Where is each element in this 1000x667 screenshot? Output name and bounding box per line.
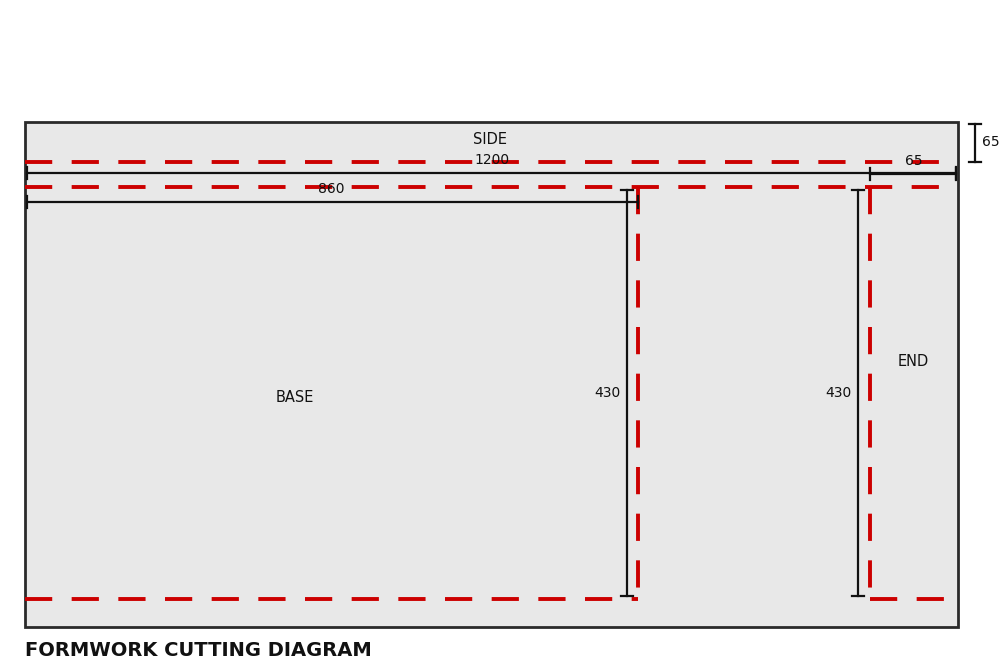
Text: 430: 430 (595, 386, 621, 400)
Text: 65: 65 (905, 154, 923, 168)
Text: 1200: 1200 (474, 153, 509, 167)
Text: SIDE: SIDE (473, 133, 507, 147)
Text: 860: 860 (318, 182, 345, 196)
Text: FORMWORK CUTTING DIAGRAM: FORMWORK CUTTING DIAGRAM (25, 641, 372, 660)
Bar (25, 122, 958, 627)
Text: END: END (897, 354, 929, 370)
Text: BASE: BASE (276, 390, 314, 404)
Text: 65: 65 (982, 135, 1000, 149)
Text: 430: 430 (826, 386, 852, 400)
